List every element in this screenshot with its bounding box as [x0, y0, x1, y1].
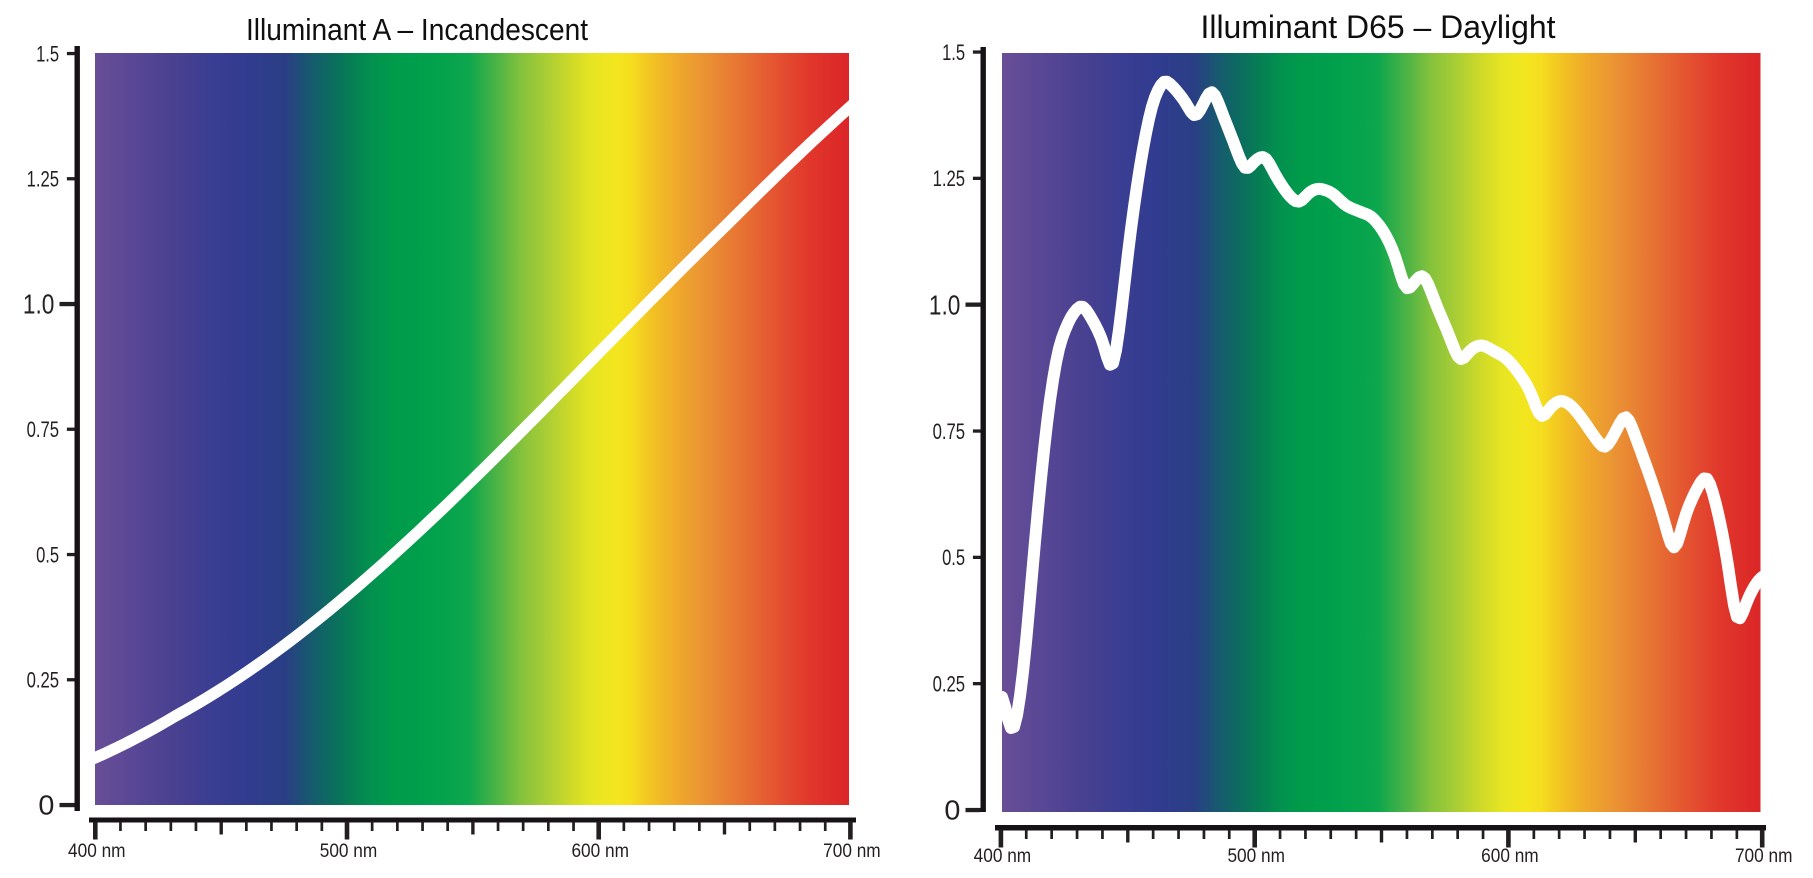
- svg-text:500 nm: 500 nm: [1227, 846, 1285, 867]
- svg-text:700 nm: 700 nm: [1735, 846, 1793, 867]
- svg-text:0.5: 0.5: [942, 545, 965, 570]
- svg-text:1.0: 1.0: [23, 289, 55, 320]
- svg-text:500 nm: 500 nm: [320, 841, 378, 862]
- svg-text:600 nm: 600 nm: [571, 841, 629, 862]
- svg-text:1.25: 1.25: [27, 167, 60, 192]
- svg-text:Illuminant A – Incandescent: Illuminant A – Incandescent: [246, 12, 588, 47]
- svg-text:0.75: 0.75: [933, 419, 966, 444]
- svg-text:1.25: 1.25: [933, 166, 966, 191]
- svg-text:0.5: 0.5: [36, 542, 59, 567]
- svg-text:0.25: 0.25: [27, 668, 60, 693]
- svg-text:Illuminant D65 – Daylight: Illuminant D65 – Daylight: [1201, 9, 1556, 45]
- svg-text:0.75: 0.75: [27, 417, 60, 442]
- svg-text:0: 0: [38, 790, 54, 821]
- svg-text:1.0: 1.0: [929, 289, 961, 320]
- svg-text:700 nm: 700 nm: [823, 841, 881, 862]
- svg-text:1.5: 1.5: [36, 41, 59, 66]
- svg-text:400 nm: 400 nm: [68, 841, 126, 862]
- svg-text:0: 0: [944, 795, 960, 826]
- svg-text:1.5: 1.5: [942, 40, 965, 65]
- svg-text:0.25: 0.25: [933, 672, 966, 697]
- svg-text:600 nm: 600 nm: [1481, 846, 1539, 867]
- svg-text:400 nm: 400 nm: [974, 846, 1032, 867]
